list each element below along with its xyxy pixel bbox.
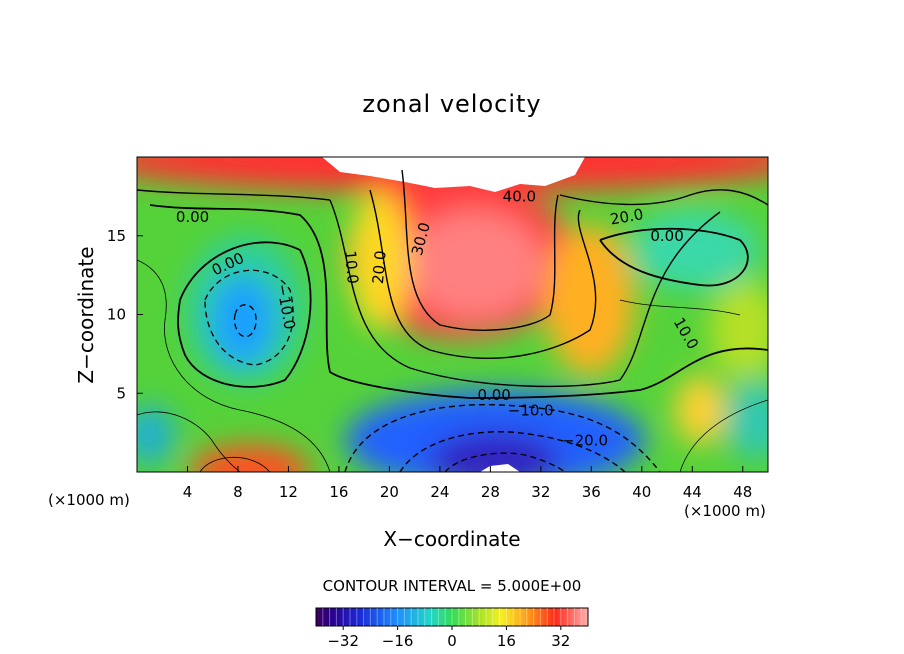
contour-label: 0.00	[176, 208, 209, 226]
x-tick-label: 8	[233, 483, 243, 501]
contour-thin-2	[137, 411, 241, 472]
contour-minus20-south	[399, 431, 626, 472]
y-tick-label: 10	[107, 306, 126, 324]
contour-lines	[137, 169, 768, 472]
x-tick-label: 40	[632, 483, 651, 501]
x-tick-label: 20	[380, 483, 399, 501]
contour-0-east	[599, 227, 749, 287]
y-tick-label: 15	[107, 227, 126, 245]
contour-minus30-south	[444, 452, 566, 472]
field-blob	[350, 190, 410, 330]
contour-10	[329, 199, 721, 388]
contour-label-group: −10.0	[508, 402, 554, 420]
y-axis-label: Z−coordinate	[74, 246, 98, 383]
x-tick-label: 36	[582, 483, 601, 501]
colorbar-ticks: −32 −16 0 16 32	[327, 626, 570, 650]
x-axis-ticks: 4 8 12 16 20 24 28 32 36 40 44 48	[183, 466, 752, 501]
contour-label-group: 20.0	[609, 205, 645, 229]
field-blob	[545, 225, 635, 375]
contour-label-group: 40.0	[503, 187, 536, 205]
contour-label: −20.0	[562, 432, 608, 450]
x-tick-label: 48	[733, 483, 752, 501]
x-tick-label: 4	[183, 483, 193, 501]
contour-label: 40.0	[503, 187, 536, 205]
x-axis-unit-right: (×1000 m)	[684, 502, 766, 520]
contour-label: −10.0	[508, 402, 554, 420]
contour-label-group: 20.0	[369, 250, 390, 285]
field-blob	[405, 210, 545, 320]
contour-20	[369, 189, 597, 359]
field-blob	[630, 210, 760, 290]
contour-label: 0.00	[650, 227, 683, 245]
x-tick-label: 16	[329, 483, 348, 501]
colorbar-stripes	[322, 608, 582, 626]
field-blob	[211, 275, 275, 365]
contour-0-main	[149, 204, 768, 399]
colorbar-tick-label: −32	[327, 632, 359, 650]
contour-label-group: 0.00	[176, 208, 209, 226]
contour-thin-5	[619, 299, 741, 316]
contour-label: 0.00	[477, 386, 510, 404]
x-tick-label: 28	[481, 483, 500, 501]
x-tick-label: 44	[683, 483, 702, 501]
x-axis-unit-left: (×1000 m)	[48, 491, 130, 509]
y-tick-label: 5	[116, 384, 126, 402]
plot-area: 40.030.020.010.00.000.00−10.020.00.0010.…	[137, 157, 768, 472]
contour-thin-3	[199, 456, 271, 472]
colorbar-tick-label: 16	[497, 632, 516, 650]
field-blob	[345, 390, 645, 472]
contour-label: 20.0	[369, 250, 390, 285]
chart-title: zonal velocity	[362, 90, 541, 118]
y-axis-ticks: 5 10 15	[107, 227, 143, 402]
contour-label: 20.0	[609, 205, 645, 229]
contour-minus20-west	[233, 304, 257, 338]
field-blob	[430, 432, 560, 472]
contour-thin-1	[137, 259, 331, 472]
contour-label-group: 0.00	[477, 386, 510, 404]
x-tick-label: 12	[279, 483, 298, 501]
contour-minus10-south	[344, 403, 661, 472]
field-blob	[137, 405, 175, 465]
colorbar-tick-label: 0	[447, 632, 457, 650]
field-blobs	[137, 157, 768, 472]
field-blob	[710, 280, 768, 380]
contour-interval-note: CONTOUR INTERVAL = 5.000E+00	[323, 577, 582, 595]
colorbar-tick-label: −16	[382, 632, 414, 650]
x-tick-label: 32	[531, 483, 550, 501]
x-axis-label: X−coordinate	[383, 527, 520, 551]
colorbar-tick-label: 32	[551, 632, 570, 650]
field-blob	[725, 380, 768, 460]
contour-0-west	[177, 241, 312, 388]
saturated-top-region	[322, 157, 585, 192]
contour-30	[401, 169, 559, 331]
contour-label-group: 10.0	[341, 250, 362, 285]
contour-20-east	[559, 189, 768, 206]
contour-minus10-west	[204, 269, 294, 366]
contour-thin-4	[679, 399, 768, 472]
contour-label-group: −20.0	[562, 432, 608, 450]
field-blob	[675, 375, 725, 445]
contour-label-group: 0.00	[650, 227, 683, 245]
x-tick-label: 24	[430, 483, 449, 501]
contour-label: 10.0	[341, 250, 362, 285]
contour-20-west	[137, 189, 331, 201]
